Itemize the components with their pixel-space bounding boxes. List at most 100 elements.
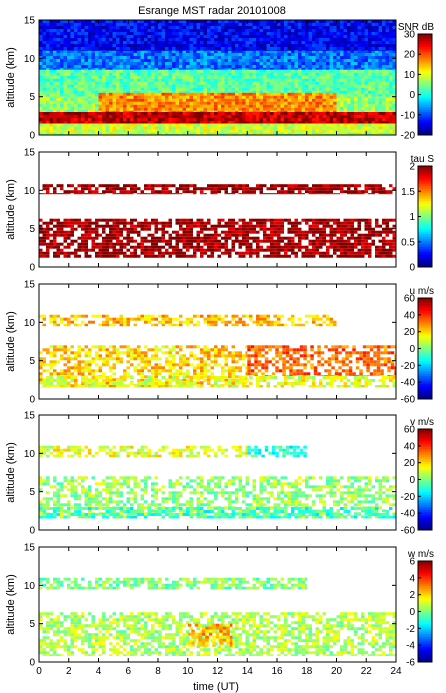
figure-title: Esrange MST radar 20101008 (138, 5, 286, 17)
heatmap-cell (354, 110, 358, 113)
heatmap-cell (378, 104, 382, 107)
heatmap-cell (84, 104, 88, 107)
heatmap-cell (67, 101, 71, 104)
heatmap-cell (42, 101, 46, 104)
heatmap-cell (84, 110, 88, 113)
heatmap-cell (354, 101, 358, 104)
heatmap-cell (389, 110, 393, 113)
heatmap-cell (357, 107, 361, 110)
heatmap-cell (340, 104, 344, 107)
heatmap-cell (385, 104, 389, 107)
heatmap-cell (371, 101, 375, 104)
heatmap-cell (49, 110, 53, 113)
heatmap-cell (88, 110, 92, 113)
heatmap-cell (70, 104, 74, 107)
heatmap-cell (42, 104, 46, 107)
heatmap-cell (354, 98, 358, 101)
heatmap-cell (350, 98, 354, 101)
heatmap-cell (385, 98, 389, 101)
heatmap-cell (63, 107, 67, 110)
heatmap-cell (88, 98, 92, 101)
heatmap-cell (74, 107, 78, 110)
heatmap-cell (49, 101, 53, 104)
heatmap-cell (364, 101, 368, 104)
heatmap-cell (347, 107, 351, 110)
heatmap-cell (357, 101, 361, 104)
heatmap-cell (67, 107, 71, 110)
heatmap-cell (357, 104, 361, 107)
heatmap-cell (67, 110, 71, 113)
heatmap-cell (63, 104, 67, 107)
heatmap-cell (46, 107, 50, 110)
heatmap-cell (336, 101, 340, 104)
heatmap-cell (81, 101, 85, 104)
heatmap-cell (63, 110, 67, 113)
heatmap-cell (77, 101, 81, 104)
heatmap-cell (392, 98, 396, 101)
heatmap-cell (361, 107, 365, 110)
heatmap-cell (74, 101, 78, 104)
heatmap-cell (343, 98, 347, 101)
heatmap-cell (368, 101, 372, 104)
heatmap-cell (70, 107, 74, 110)
heatmap-cell (350, 107, 354, 110)
heatmap-cell (392, 110, 396, 113)
heatmap-cell (378, 101, 382, 104)
heatmap-cell (336, 98, 340, 101)
heatmap-cell (56, 101, 60, 104)
heatmap-cell (368, 104, 372, 107)
heatmap-cell (340, 101, 344, 104)
heatmap-cell (382, 98, 386, 101)
heatmap-cell (84, 101, 88, 104)
heatmap-cell (53, 104, 57, 107)
heatmap-cells (39, 20, 396, 135)
heatmap-cell (340, 110, 344, 113)
heatmap-cell (39, 107, 43, 110)
heatmap-cell (343, 110, 347, 113)
heatmap-cell (95, 107, 99, 110)
heatmap-cell (42, 98, 46, 101)
heatmap-cell (95, 101, 99, 104)
heatmap-cell (53, 101, 57, 104)
heatmap-cell (39, 101, 43, 104)
heatmap-cell (70, 98, 74, 101)
heatmap-cell (361, 104, 365, 107)
heatmap-cell (91, 98, 95, 101)
heatmap-cell (340, 107, 344, 110)
heatmap-cell (340, 98, 344, 101)
heatmap-cell (343, 104, 347, 107)
heatmap-cell (368, 98, 372, 101)
heatmap-cell (67, 104, 71, 107)
heatmap-cell (81, 98, 85, 101)
heatmap-cell (375, 98, 379, 101)
heatmap-cell (375, 104, 379, 107)
heatmap-cell (375, 107, 379, 110)
heatmap-cell (77, 107, 81, 110)
heatmap-cell (63, 101, 67, 104)
heatmap-cell (364, 107, 368, 110)
heatmap-cell (42, 107, 46, 110)
heatmap-cell (91, 101, 95, 104)
heatmap-cell (81, 110, 85, 113)
heatmap-cell (347, 104, 351, 107)
heatmap-cell (382, 107, 386, 110)
heatmap-cell (88, 101, 92, 104)
heatmap-cell (91, 104, 95, 107)
heatmap-cell (347, 101, 351, 104)
heatmap-cell (56, 104, 60, 107)
heatmap-cell (389, 107, 393, 110)
heatmap-cell (60, 98, 64, 101)
heatmap-cell (350, 110, 354, 113)
heatmap-cell (375, 101, 379, 104)
heatmap-cell (91, 110, 95, 113)
heatmap-cell (382, 104, 386, 107)
heatmap-cell (336, 104, 340, 107)
heatmap-cell (361, 110, 365, 113)
heatmap-cell (382, 101, 386, 104)
heatmap-cell (364, 104, 368, 107)
heatmap-cell (347, 98, 351, 101)
heatmap-cell (77, 110, 81, 113)
heatmap-cell (84, 107, 88, 110)
heatmap-cell (60, 110, 64, 113)
